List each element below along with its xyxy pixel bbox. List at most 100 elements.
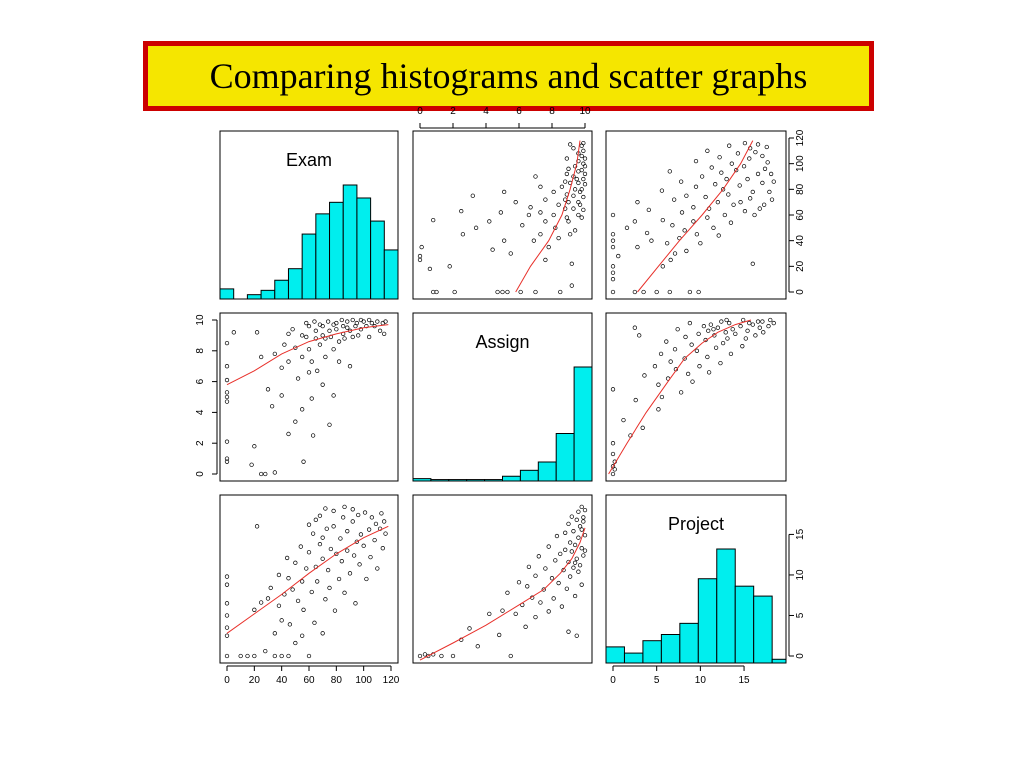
scatter-point bbox=[727, 320, 732, 326]
scatter-point bbox=[646, 207, 651, 213]
scatter-point bbox=[610, 244, 616, 250]
scatter-point bbox=[310, 433, 316, 438]
scatter-point bbox=[508, 251, 513, 256]
scatter-point bbox=[498, 210, 504, 215]
scatter-point bbox=[652, 364, 658, 369]
scatter-point bbox=[701, 324, 707, 329]
scatter-point bbox=[533, 174, 538, 179]
scatter-point bbox=[300, 579, 305, 584]
hist-bar-project bbox=[716, 548, 736, 664]
scatter-point bbox=[679, 210, 685, 215]
scatter-point bbox=[339, 317, 344, 323]
panel-project-assign bbox=[412, 494, 593, 664]
scatter-point bbox=[738, 200, 743, 205]
scatter-point bbox=[334, 551, 339, 557]
scatter-point bbox=[300, 633, 305, 638]
scatter-point bbox=[569, 549, 574, 554]
scatter-point bbox=[709, 165, 714, 170]
scatter-point bbox=[574, 633, 579, 638]
scatter-point bbox=[538, 600, 543, 605]
scatter-point bbox=[574, 176, 579, 182]
scatter-point bbox=[579, 582, 584, 587]
scatter-point bbox=[286, 359, 291, 364]
scatter-point bbox=[516, 580, 522, 585]
scatter-point bbox=[610, 270, 616, 275]
scatter-point bbox=[576, 509, 581, 514]
scatter-point bbox=[551, 212, 556, 218]
hist-bar-project bbox=[642, 640, 662, 664]
scatter-point bbox=[546, 544, 551, 549]
scatter-point bbox=[502, 189, 507, 195]
scatter-point bbox=[672, 251, 678, 256]
hist-bar-assign bbox=[555, 433, 575, 482]
scatter-point bbox=[766, 324, 771, 329]
scatter-point bbox=[345, 325, 350, 330]
scatter-point bbox=[306, 370, 312, 375]
scatter-point bbox=[495, 289, 500, 295]
scatter-point bbox=[564, 215, 569, 220]
scatter-point bbox=[581, 140, 586, 146]
scatter-point bbox=[293, 640, 298, 646]
scatter-point bbox=[331, 393, 336, 398]
scatter-point bbox=[750, 322, 755, 327]
scatter-point bbox=[272, 631, 277, 636]
hist-bar-exam bbox=[356, 197, 372, 300]
scatter-point bbox=[419, 244, 424, 250]
scatter-point bbox=[715, 325, 720, 330]
hist-bar-project bbox=[660, 634, 681, 664]
scatter-point bbox=[747, 320, 752, 326]
hist-bar-assign bbox=[484, 479, 504, 482]
scatter-point bbox=[724, 176, 729, 182]
scatter-point bbox=[568, 142, 573, 147]
scatter-point bbox=[728, 220, 734, 225]
scatter-point bbox=[668, 257, 673, 263]
scatter-point bbox=[610, 441, 616, 446]
scatter-point bbox=[500, 608, 505, 613]
scatter-point bbox=[238, 653, 243, 659]
tick-label: 0 bbox=[610, 675, 616, 686]
scatter-point bbox=[538, 210, 543, 215]
scatter-point bbox=[693, 158, 699, 164]
hist-bar-assign bbox=[573, 366, 593, 482]
scatter-point bbox=[224, 439, 230, 444]
scatter-point bbox=[353, 601, 358, 606]
hist-bar-exam bbox=[342, 184, 358, 300]
scatter-point bbox=[320, 333, 325, 338]
panel-assign-exam bbox=[219, 312, 399, 482]
scatter-point bbox=[660, 264, 665, 269]
scatter-point bbox=[284, 555, 290, 561]
scatter-point bbox=[551, 596, 556, 601]
scatter-point bbox=[752, 212, 757, 218]
scatter-point bbox=[231, 330, 236, 335]
scatter-point bbox=[582, 533, 588, 538]
scatter-point bbox=[579, 167, 584, 173]
scatter-point bbox=[224, 364, 230, 369]
smooth-line bbox=[515, 140, 581, 293]
scatter-point bbox=[556, 580, 561, 586]
scatter-point bbox=[295, 598, 301, 604]
scatter-point bbox=[383, 319, 388, 324]
scatter-point bbox=[720, 340, 726, 346]
scatter-point bbox=[738, 324, 743, 329]
scatter-point bbox=[259, 471, 264, 477]
scatter-point bbox=[757, 206, 762, 211]
tick-label: 0 bbox=[795, 653, 806, 659]
scatter-point bbox=[543, 219, 548, 224]
smooth-line bbox=[608, 319, 752, 475]
scatter-point bbox=[290, 327, 295, 332]
scatter-point bbox=[357, 562, 362, 567]
scatter-point bbox=[531, 238, 536, 243]
scatter-point bbox=[742, 208, 748, 214]
scatter-point bbox=[719, 319, 724, 324]
scatter-point bbox=[735, 151, 741, 156]
scatter-point bbox=[306, 347, 312, 352]
scatter-point bbox=[768, 171, 774, 177]
scatter-point bbox=[263, 648, 268, 654]
scatter-point bbox=[656, 407, 661, 412]
scatter-point bbox=[224, 399, 230, 404]
scatter-point bbox=[696, 289, 701, 295]
scatter-point bbox=[505, 590, 510, 595]
scatter-point bbox=[447, 264, 452, 269]
scatter-point bbox=[568, 232, 573, 237]
hist-bar-project bbox=[771, 658, 787, 664]
